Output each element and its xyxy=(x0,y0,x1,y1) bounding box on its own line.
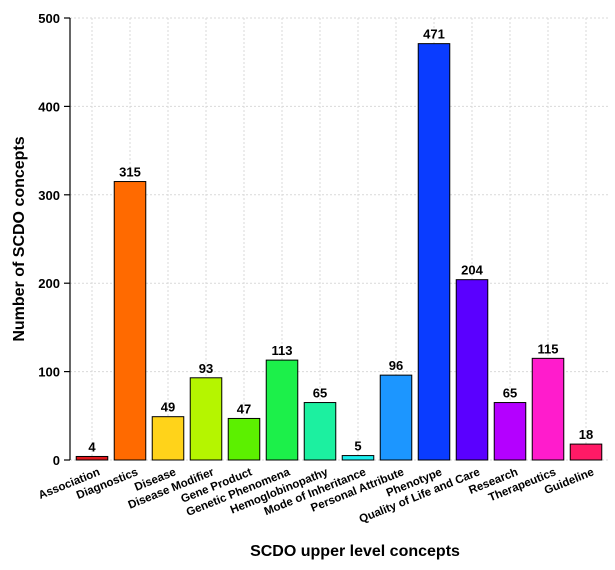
bar-value-label: 471 xyxy=(423,27,445,42)
bar-value-label: 96 xyxy=(389,358,403,373)
bar-personal-attribute xyxy=(379,374,413,461)
y-tick-label: 500 xyxy=(38,11,60,26)
bar-phenotype xyxy=(417,43,451,461)
bar-genetic-phenomena xyxy=(265,359,299,461)
bar-value-label: 18 xyxy=(579,427,593,442)
y-tick-label: 300 xyxy=(38,188,60,203)
bar-value-label: 4 xyxy=(88,439,96,454)
bar-hemoglobinopathy xyxy=(303,402,337,461)
bar-value-label: 115 xyxy=(538,341,559,356)
grid-lines xyxy=(70,17,610,461)
axes: 0 100 200 300 400 500 xyxy=(38,11,71,468)
bar-diagnostics xyxy=(113,181,147,461)
bar-association xyxy=(75,455,109,461)
bar-value-label: 65 xyxy=(313,386,327,401)
bar-value-label: 65 xyxy=(503,386,517,401)
bar-guideline xyxy=(569,443,603,461)
bar-value-label: 47 xyxy=(237,401,251,416)
bar-research xyxy=(493,402,527,461)
bar-value-label: 113 xyxy=(272,343,293,358)
bar-mode-of-inheritance xyxy=(341,455,375,461)
bar-disease xyxy=(151,416,185,461)
y-axis-title: Number of SCDO concepts xyxy=(11,136,28,341)
y-tick-label: 200 xyxy=(38,276,60,291)
bar-quality-of-life-and-care xyxy=(455,279,489,461)
bar-value-label: 49 xyxy=(161,400,175,415)
bar-value-label: 5 xyxy=(354,439,361,454)
bar-gene-product xyxy=(227,417,261,461)
bar-therapeutics xyxy=(531,357,565,461)
bars xyxy=(75,43,603,461)
y-tick-label: 0 xyxy=(53,453,60,468)
x-axis-title: SCDO upper level concepts xyxy=(250,543,460,560)
y-tick-label: 100 xyxy=(38,365,60,380)
bar-value-label: 315 xyxy=(119,165,141,180)
bar-value-label: 204 xyxy=(461,263,483,278)
bar-value-label: 93 xyxy=(199,361,213,376)
bar-disease-modifier xyxy=(189,377,223,461)
y-tick-label: 400 xyxy=(38,99,60,114)
data-labels: 4 315 49 93 47 113 65 5 96 471 204 65 115 18 xyxy=(88,27,593,455)
